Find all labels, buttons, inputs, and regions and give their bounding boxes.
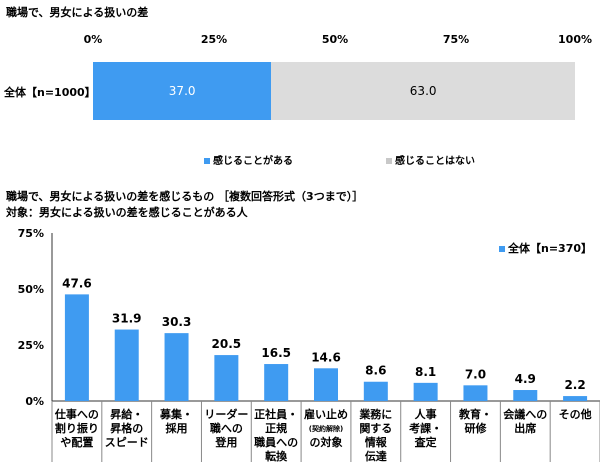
category-label-line: 割り振り — [54, 422, 99, 435]
segment-label-yes: 37.0 — [168, 84, 196, 98]
bar — [463, 385, 488, 401]
y-tick-label: 25% — [18, 339, 44, 352]
category-label-line: 考課・ — [409, 422, 443, 435]
top-tick-75: 75% — [442, 33, 470, 46]
bar-value-label: 2.2 — [564, 378, 585, 392]
bar-segment-no: 63.0 — [271, 62, 575, 120]
legend-swatch-yes — [204, 158, 210, 164]
category-label-line: 雇い止め — [304, 408, 348, 421]
category-label-line: 業務に — [359, 408, 393, 421]
top-row-label: 全体【n=1000】 — [4, 86, 96, 99]
category-label: その他 — [559, 408, 592, 422]
category-label: 教育・ 研修 — [459, 408, 492, 436]
category-label-line: 転換 — [265, 450, 288, 463]
category-label-line: 査定 — [414, 436, 437, 449]
bar-segment-yes: 37.0 — [93, 62, 272, 120]
category-label: 昇給・ 昇格の スピード — [105, 408, 149, 450]
category-label-line: 教育・ — [458, 408, 492, 421]
category-label-line: 登用 — [215, 436, 238, 449]
category-label-line: 人事 — [414, 408, 437, 421]
bar — [114, 329, 139, 401]
category-label-line: 伝達 — [364, 450, 387, 463]
category-label-line: 関する — [359, 422, 393, 435]
bar — [214, 355, 239, 401]
bar-value-label: 31.9 — [112, 312, 142, 326]
bottom-chart-subtitle: 対象：男女による扱いの差を感じることがある人 — [6, 206, 248, 219]
category-label-line: 募集・ — [160, 408, 194, 421]
category-label-line: 出席 — [514, 422, 537, 435]
category-label-line: 正規 — [265, 422, 288, 435]
category-label-line: 昇給・ — [110, 408, 144, 421]
legend-label-no: 感じることはない — [395, 156, 475, 167]
legend-label-total: 全体【n=370】 — [508, 242, 593, 255]
bar — [563, 396, 588, 401]
legend-swatch-no — [386, 158, 392, 164]
y-tick-label: 0% — [25, 395, 44, 408]
category-label-line: スピード — [104, 436, 149, 449]
category-label-line: 職への — [209, 422, 243, 435]
legend-swatch-total — [499, 246, 505, 252]
bar — [513, 390, 538, 401]
category-label-line: その他 — [558, 408, 592, 421]
category-label: 人事 考課・ 査定 — [409, 408, 442, 450]
bar — [164, 333, 189, 401]
bar-value-label: 8.1 — [415, 365, 436, 379]
segment-label-no: 63.0 — [409, 84, 437, 98]
top-legend-no: 感じることはない — [386, 152, 475, 167]
y-tick-label: 50% — [18, 283, 44, 296]
bar-value-label: 47.6 — [62, 276, 92, 290]
category-label-line: 情報 — [364, 436, 387, 449]
bar-value-label: 20.5 — [212, 337, 242, 351]
bar — [64, 294, 89, 401]
top-chart-title: 職場で、男女による扱いの差 — [6, 6, 149, 19]
top-tick-50: 50% — [321, 33, 349, 46]
bar-value-label: 16.5 — [261, 346, 291, 360]
top-legend-yes: 感じることがある — [204, 152, 293, 167]
category-label-line: の対象 — [309, 436, 343, 449]
category-label: 募集・ 採用 — [160, 408, 193, 436]
legend-label-yes: 感じることがある — [213, 156, 293, 167]
category-label: 仕事への 割り振り や配置 — [55, 408, 99, 450]
category-label: 会議への 出席 — [503, 408, 547, 436]
category-label: リーダー 職への 登用 — [204, 408, 248, 450]
bar — [413, 382, 438, 401]
top-tick-25: 25% — [200, 33, 228, 46]
category-label-line: 研修 — [464, 422, 487, 435]
category-label-line: 仕事への — [54, 408, 99, 421]
bar — [363, 381, 388, 401]
category-label-line: 正社員・ — [254, 408, 299, 421]
bottom-legend: 全体【n=370】 — [499, 240, 592, 256]
category-label: 業務に 関する 情報 伝達 — [359, 408, 392, 464]
category-label: 雇い止め (契約解除) の対象 — [304, 408, 348, 450]
category-label-line: 採用 — [165, 422, 188, 435]
bar-value-label: 8.6 — [365, 364, 386, 378]
category-label-line: 職員への — [254, 436, 299, 449]
category-label-line: や配置 — [60, 436, 94, 449]
category-label-line: 会議への — [503, 408, 548, 421]
bar-value-label: 4.9 — [515, 372, 536, 386]
bar-value-label: 30.3 — [162, 315, 192, 329]
category-label: 正社員・ 正規 職員への 転換 — [254, 408, 298, 464]
top-tick-0: 0% — [83, 33, 103, 46]
y-tick-label: 75% — [18, 227, 44, 240]
category-label-line: リーダー — [204, 408, 249, 421]
top-tick-100: 100% — [558, 33, 592, 46]
category-label-line: (契約解除) — [308, 425, 344, 433]
bar-value-label: 14.6 — [311, 350, 341, 364]
bottom-chart-title: 職場で、男女による扱いの差を感じるもの ［複数回答形式（3つまで）］ — [6, 190, 364, 203]
bar — [314, 368, 338, 401]
bar — [264, 364, 289, 401]
bar-value-label: 7.0 — [465, 367, 486, 381]
category-label-line: 昇格の — [110, 422, 144, 435]
